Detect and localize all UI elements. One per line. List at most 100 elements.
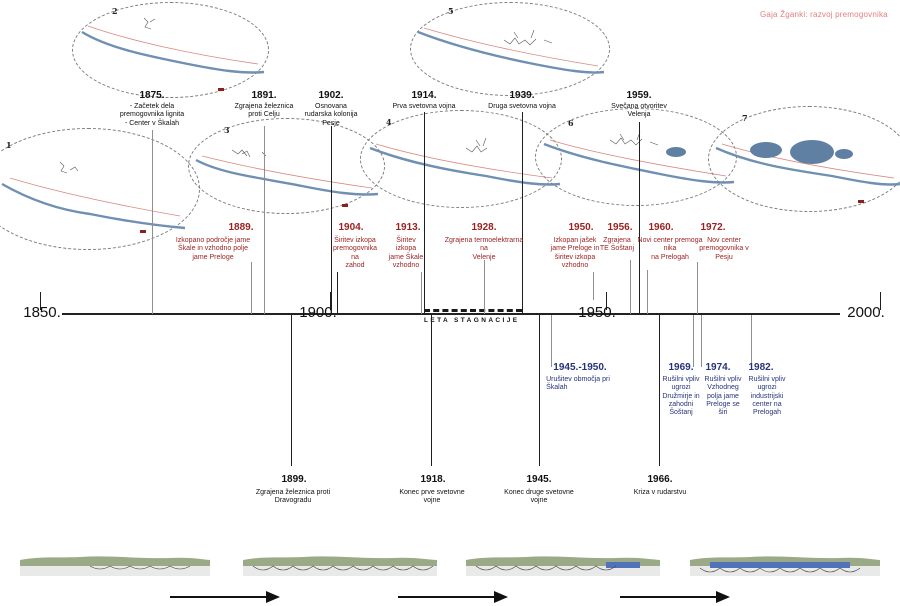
event-desc-1914: Prva svetovna vojna [392, 103, 456, 110]
event-line-1945 [539, 315, 540, 466]
event-desc-1889: Izkopano področje jame Škale in vzhodno … [175, 237, 251, 261]
map-ellipse-7 [708, 106, 900, 212]
event-year-1875: 1875. [139, 90, 165, 101]
event-desc-1974: Rušilni vpliv Vzhodneg polja jame Prelog… [704, 376, 742, 417]
axis-label-1950: 1950. [578, 304, 616, 321]
event-desc-1875: - Začetek dela premogovnika lignita - Ce… [119, 103, 185, 127]
event-line-1939 [522, 112, 523, 314]
event-year-1891: 1891. [251, 90, 277, 101]
tick-2000 [880, 292, 881, 310]
event-year-1959: 1959. [626, 90, 652, 101]
axis-label-2000: 2000. [847, 304, 885, 321]
map-number-6: 6 [568, 118, 574, 128]
event-desc-1918: Konec prve svetovne vojne [399, 489, 465, 505]
event-desc-1959: Svečana otvoritev Velenja [611, 103, 667, 119]
event-line-1875 [152, 130, 153, 314]
event-line-1918 [431, 315, 432, 466]
arrow-right-icon [620, 591, 730, 603]
event-line-1902 [331, 126, 332, 314]
axis-label-1900: 1900. [299, 304, 337, 321]
map-ellipse-2 [72, 2, 269, 98]
tick-1950 [606, 292, 607, 310]
event-line-1904 [337, 272, 338, 314]
map-number-3: 3 [224, 125, 230, 135]
map-4-terrain [369, 137, 561, 186]
tick-1850 [40, 292, 41, 310]
stagnation-label: LETA STAGNACIJE [424, 317, 520, 324]
event-line-1891 [264, 126, 265, 314]
event-year-1972: 1972. [700, 222, 726, 233]
event-line-1956 [630, 260, 631, 314]
map-ellipse-5 [410, 2, 610, 96]
event-year-1913: 1913. [395, 222, 421, 233]
map-number-7: 7 [742, 113, 748, 123]
event-desc-1939: Druga svetovna vojna [488, 103, 556, 110]
event-desc-1950: Izkopan jašek jame Preloge in širitev iz… [550, 237, 600, 269]
event-year-1966: 1966. [647, 474, 673, 485]
event-line-1913 [421, 272, 422, 314]
event-year-1889: 1889. [228, 222, 254, 233]
event-year-1918: 1918. [420, 474, 446, 485]
event-desc-1945: Konec druge svetovne vojne [504, 489, 574, 505]
tick-1900 [330, 292, 331, 310]
map-number-1: 1 [6, 140, 12, 150]
terrain-section-3 [466, 556, 660, 576]
map-number-4: 4 [386, 117, 392, 127]
event-year-1969: 1969. [668, 362, 694, 373]
event-desc-1966: Kriza v rudarstvu [633, 489, 687, 496]
event-year-1960: 1960. [648, 222, 674, 233]
event-line-1982 [751, 315, 752, 367]
event-line-1972 [697, 262, 698, 314]
event-year-1939: 1939. [509, 90, 535, 101]
event-desc-1899: Zgrajena železnica proti Dravogradu [255, 489, 331, 505]
event-line-1899 [291, 315, 292, 466]
event-line-1945-1950 [551, 315, 552, 367]
event-year-1982: 1982. [748, 362, 774, 373]
event-desc-1960: Novi center premoga nika na Prelogah [637, 237, 703, 261]
event-desc-1902: Osnovana rudarska kolonija Pesje [304, 103, 358, 127]
map-1-terrain [1, 161, 186, 233]
stagnation-bracket [424, 309, 522, 312]
event-line-1950 [593, 272, 594, 300]
event-line-1889 [251, 262, 252, 314]
event-year-1928: 1928. [471, 222, 497, 233]
event-line-1969 [693, 315, 694, 367]
event-desc-1972: Nov center premogovnika v Pesju [699, 237, 749, 261]
map-number-2: 2 [112, 6, 118, 16]
map-2-terrain [81, 17, 265, 91]
event-line-1959 [639, 122, 640, 314]
event-year-1902: 1902. [318, 90, 344, 101]
event-line-1966 [659, 315, 660, 466]
event-year-1914: 1914. [411, 90, 437, 101]
event-year-1904: 1904. [338, 222, 364, 233]
map-7-terrain [715, 140, 900, 203]
event-desc-1891: Zgrajena železnica proti Celju [234, 103, 294, 119]
event-desc-1956: Zgrajena TE Šoštanj [599, 237, 635, 253]
event-line-1960 [647, 270, 648, 314]
event-year-1945: 1945. [526, 474, 552, 485]
event-year-1950: 1950. [568, 222, 594, 233]
map-number-5: 5 [448, 6, 454, 16]
terrain-section-1 [20, 556, 210, 576]
event-line-1928 [484, 260, 485, 314]
event-desc-1904: Širitev izkopa premogovnika na zahod [333, 237, 377, 269]
event-desc-1969: Rušilni vpliv ugrozi Družmirje in zahodn… [662, 376, 700, 417]
event-year-1974: 1974. [705, 362, 731, 373]
event-line-1914 [424, 112, 425, 314]
arrow-right-icon [170, 591, 280, 603]
event-year-1956: 1956. [607, 222, 633, 233]
timeline-axis [62, 313, 840, 315]
map-5-terrain [417, 27, 605, 74]
event-desc-1913: Širitev izkopa jame Škale vzhodno [388, 237, 424, 269]
event-desc-1982: Rušilni vpliv ugrozi industrijski center… [748, 376, 786, 417]
event-year-1899: 1899. [281, 474, 307, 485]
terrain-section-2 [243, 556, 437, 576]
arrow-right-icon [398, 591, 508, 603]
event-year-1945-1950: 1945.-1950. [553, 362, 607, 373]
author-caption: Gaja Žganki: razvoj premogovnika [760, 10, 888, 19]
event-desc-1945-1950: Urušitev območja pri Škalah [546, 376, 610, 392]
axis-label-1850: 1850. [23, 304, 61, 321]
terrain-section-4 [690, 556, 880, 576]
event-desc-1928: Zgrajena termoelektrarna na Velenje [444, 237, 524, 261]
map-6-terrain [543, 131, 735, 184]
